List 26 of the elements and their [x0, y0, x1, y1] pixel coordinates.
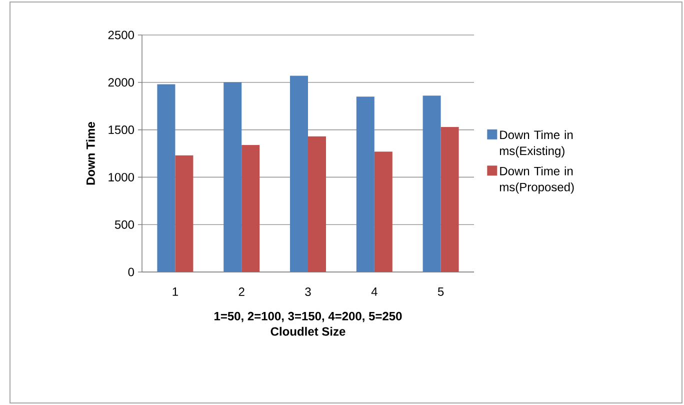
x-tick-label: 3	[305, 288, 311, 296]
y-tick-label: 2500	[108, 30, 134, 40]
x-axis-title: Cloudlet Size	[270, 326, 346, 336]
bar	[356, 96, 374, 272]
y-tick-label: 1500	[108, 126, 134, 134]
x-tick-label: 5	[438, 288, 444, 296]
bar	[440, 126, 459, 272]
x-tick-label: 2	[238, 288, 244, 296]
text: 1=50, 2=100, 3=150, 4=200, 5=250	[214, 312, 402, 322]
bar	[308, 136, 326, 272]
bar	[224, 82, 242, 272]
y-tick-label: 2000	[108, 78, 134, 87]
y-tick-label: 0	[128, 268, 134, 276]
legend-label: Down Time in ms(Existing)	[500, 130, 573, 158]
bar	[290, 76, 308, 272]
x-tick-label: 1	[172, 288, 178, 296]
y-axis-title: Down Time	[86, 122, 95, 185]
bar	[374, 152, 392, 272]
bar	[422, 96, 441, 272]
y-tick-label: 1000	[108, 172, 134, 182]
bar	[242, 144, 260, 272]
legend-label: Down Time in ms(Proposed)	[500, 166, 574, 194]
bar	[175, 155, 194, 272]
bar	[157, 84, 176, 272]
x-tick-label: 4	[371, 288, 378, 296]
y-tick-label: 500	[114, 220, 134, 229]
